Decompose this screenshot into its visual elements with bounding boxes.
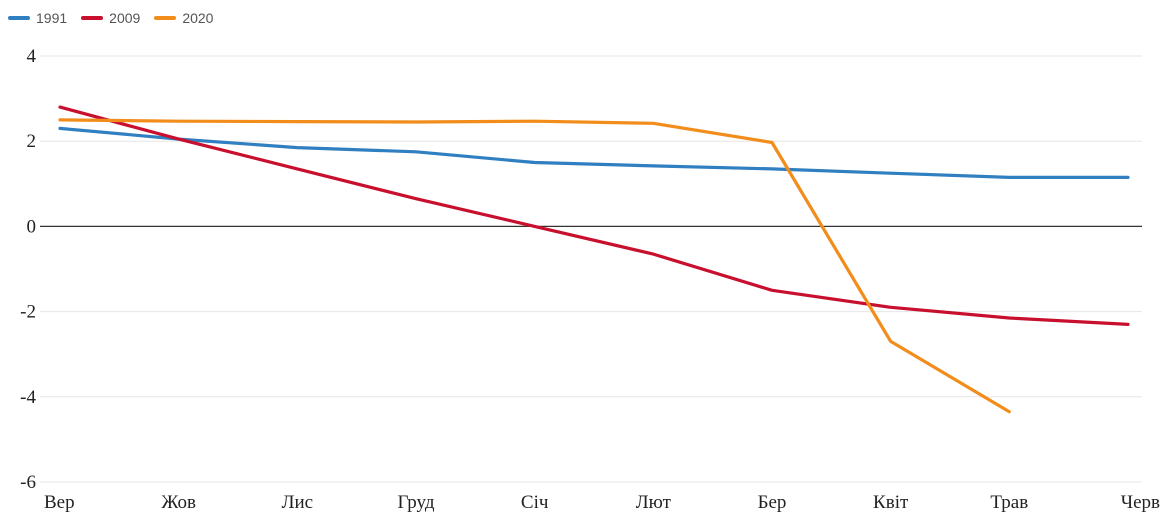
x-tick-label: Трав [990,492,1028,513]
x-tick-label: Вер [44,492,75,513]
legend-swatch-2020 [154,16,177,20]
series-line-2020 [58,118,1011,414]
x-tick-label: Січ [521,492,549,513]
series-line-2009 [58,105,1130,326]
x-tick-label: Лют [636,492,672,513]
chart-legend: 1991 2009 2020 [8,10,213,26]
x-tick-label: Бер [758,492,787,513]
series-lines [58,105,1130,414]
legend-swatch-1991 [8,16,30,20]
legend-label-1991: 1991 [36,10,68,26]
legend-label-2020: 2020 [182,10,214,26]
x-tick-label: Груд [397,492,434,513]
x-tick-label: Черв [1121,492,1160,513]
grid-layer [40,55,1142,483]
legend-item-1991[interactable]: 1991 [8,10,67,26]
y-tick-label: -6 [20,472,36,493]
series-line-1991 [58,126,1130,179]
y-axis-ticks: 4 2 0 -2 -4 -6 [20,46,36,493]
x-tick-label: Квіт [873,492,909,513]
y-tick-label: -4 [20,387,36,408]
y-tick-label: -2 [20,302,36,323]
y-tick-label: 4 [27,46,37,67]
y-tick-label: 2 [27,131,37,152]
legend-item-2009[interactable]: 2009 [81,10,140,26]
legend-item-2020[interactable]: 2020 [154,10,213,26]
x-axis-ticks: Вер Жов Лис Груд Січ Лют Бер Квіт Трав Черв [44,492,1160,513]
x-tick-label: Лис [282,492,314,513]
y-tick-label: 0 [27,216,37,237]
x-tick-label: Жов [161,492,196,513]
legend-label-2009: 2009 [109,10,141,26]
legend-swatch-2009 [81,16,104,20]
